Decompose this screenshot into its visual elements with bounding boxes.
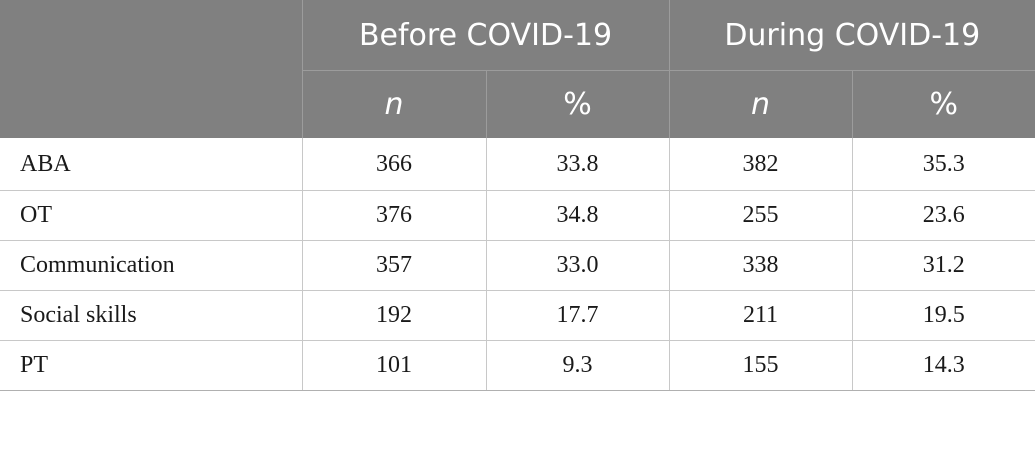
cell-before-percent: 34.8	[486, 190, 670, 241]
cell-during-percent: 31.2	[852, 240, 1035, 291]
cell-during-n: 211	[669, 290, 853, 341]
cell-before-percent: 17.7	[486, 290, 670, 341]
header-before-n: n	[302, 70, 487, 138]
cell-during-n: 382	[669, 138, 853, 191]
header-during-percent: %	[852, 70, 1035, 138]
cell-during-n: 155	[669, 340, 853, 391]
cell-during-percent: 14.3	[852, 340, 1035, 391]
cell-during-percent: 23.6	[852, 190, 1035, 241]
data-table: Before COVID-19 During COVID-19 n % n % …	[0, 0, 1035, 391]
cell-before-n: 101	[302, 340, 487, 391]
table-row: PT 101 9.3 155 14.3	[0, 340, 1035, 391]
cell-before-n: 192	[302, 290, 487, 341]
table-row: ABA 366 33.8 382 35.3	[0, 138, 1035, 191]
header-row-groups: Before COVID-19 During COVID-19	[0, 0, 1035, 138]
cell-before-n: 366	[302, 138, 487, 191]
table-body: ABA 366 33.8 382 35.3 OT 376 34.8 255 23…	[0, 138, 1035, 391]
cell-before-percent: 33.8	[486, 138, 670, 191]
cell-before-percent: 9.3	[486, 340, 670, 391]
header-row-sub: n % n %	[0, 70, 1035, 138]
cell-during-n: 338	[669, 240, 853, 291]
header-before-percent: %	[486, 70, 670, 138]
cell-before-n: 376	[302, 190, 487, 241]
row-label: ABA	[0, 138, 303, 191]
row-label: OT	[0, 190, 303, 241]
cell-before-n: 357	[302, 240, 487, 291]
cell-before-percent: 33.0	[486, 240, 670, 291]
header-before-covid: Before COVID-19	[302, 0, 670, 71]
cell-during-percent: 35.3	[852, 138, 1035, 191]
table-row: Social skills 192 17.7 211 19.5	[0, 290, 1035, 341]
header-during-covid: During COVID-19	[669, 0, 1035, 71]
cell-during-n: 255	[669, 190, 853, 241]
row-label: Communication	[0, 240, 303, 291]
cell-during-percent: 19.5	[852, 290, 1035, 341]
row-label: Social skills	[0, 290, 303, 341]
header-blank-cell	[0, 0, 303, 138]
header-during-n: n	[669, 70, 853, 138]
table-row: OT 376 34.8 255 23.6	[0, 190, 1035, 241]
row-label: PT	[0, 340, 303, 391]
table-header: Before COVID-19 During COVID-19 n % n %	[0, 0, 1035, 138]
table-row: Communication 357 33.0 338 31.2	[0, 240, 1035, 291]
